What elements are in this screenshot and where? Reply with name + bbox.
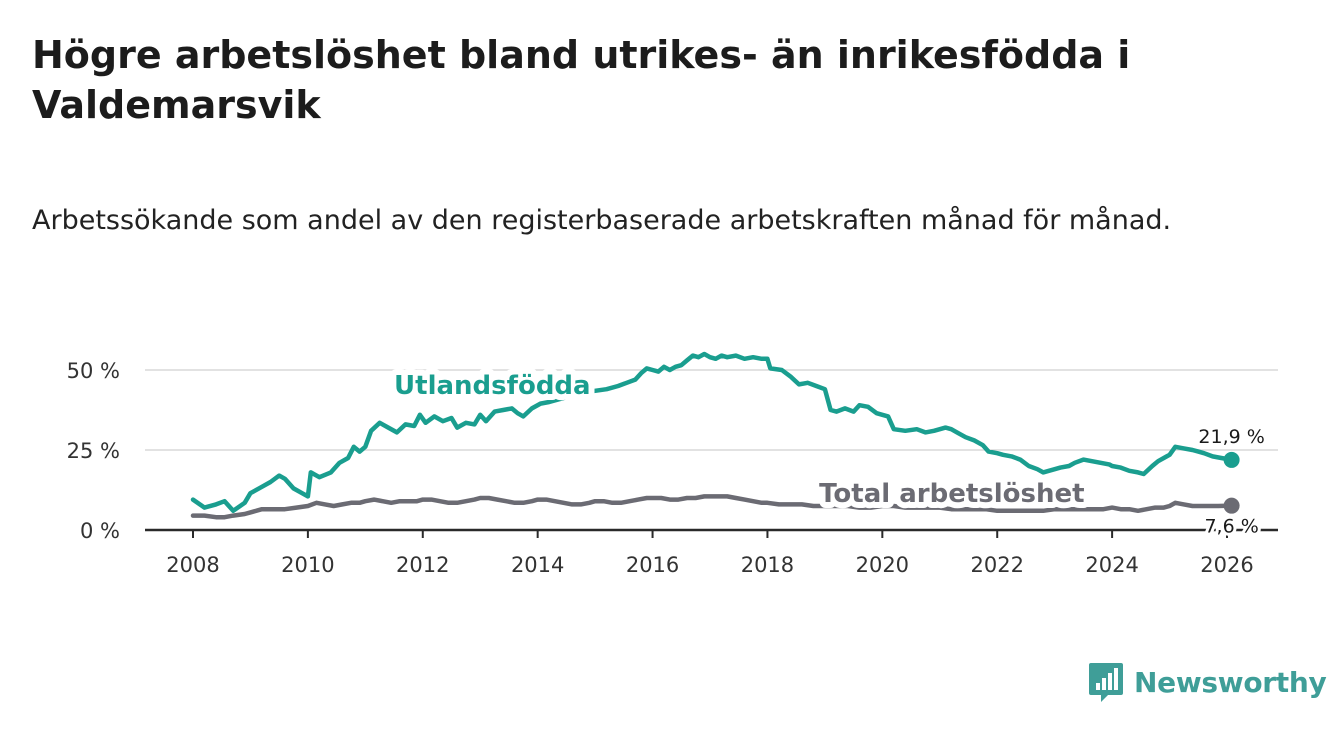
end-label-utlandsfodda: 21,9 % <box>1198 426 1264 448</box>
end-label-halo-utlandsfodda: 21,9 % <box>1198 426 1264 448</box>
series-label-halo-utlandsfodda: Utlandsfödda <box>394 371 591 401</box>
grid-lines <box>145 369 1278 451</box>
series-label-halo-total: Total arbetslöshet <box>819 479 1084 509</box>
series-line-utlandsfodda <box>190 351 1234 514</box>
series-line-total <box>190 494 1234 520</box>
x-tick-label: 2016 <box>626 553 679 577</box>
axes: 0 % 25 % 50 % 2008 2010 2012 2014 2016 2018 2020 2… <box>67 359 1278 577</box>
brand-name: Newsworthy <box>1134 665 1327 699</box>
end-point-utlandsfodda <box>1223 451 1240 468</box>
newsworthy-logo-icon <box>1089 663 1123 702</box>
y-tick-label: 0 % <box>80 519 120 543</box>
end-label-halo-total: 7,6 % <box>1204 516 1258 538</box>
chart-subtitle: Arbetssökande som andel av den registerb… <box>32 205 1172 236</box>
y-tick-label: 50 % <box>67 359 120 383</box>
x-tick-label: 2012 <box>396 553 449 577</box>
x-tick-label: 2022 <box>970 553 1023 577</box>
chart-title: Högre arbetslöshet bland utrikes- än inr… <box>32 33 1131 127</box>
x-tick-label: 2024 <box>1085 553 1138 577</box>
x-tick-label: 2008 <box>166 553 219 577</box>
x-tick-label: 2018 <box>741 553 794 577</box>
x-tick-label: 2020 <box>856 553 909 577</box>
end-label-total: 7,6 % <box>1204 516 1258 538</box>
brand-logo[interactable]: Newsworthy <box>1088 660 1327 704</box>
series-label-total: Total arbetslöshet <box>819 479 1084 509</box>
series-lines <box>190 351 1234 520</box>
end-point-total <box>1223 497 1240 514</box>
x-tick-label: 2010 <box>281 553 334 577</box>
x-tick-label: 2014 <box>511 553 564 577</box>
series-label-utlandsfodda: Utlandsfödda <box>394 371 591 401</box>
x-tick-label: 2026 <box>1200 553 1253 577</box>
y-tick-label: 25 % <box>67 439 120 463</box>
